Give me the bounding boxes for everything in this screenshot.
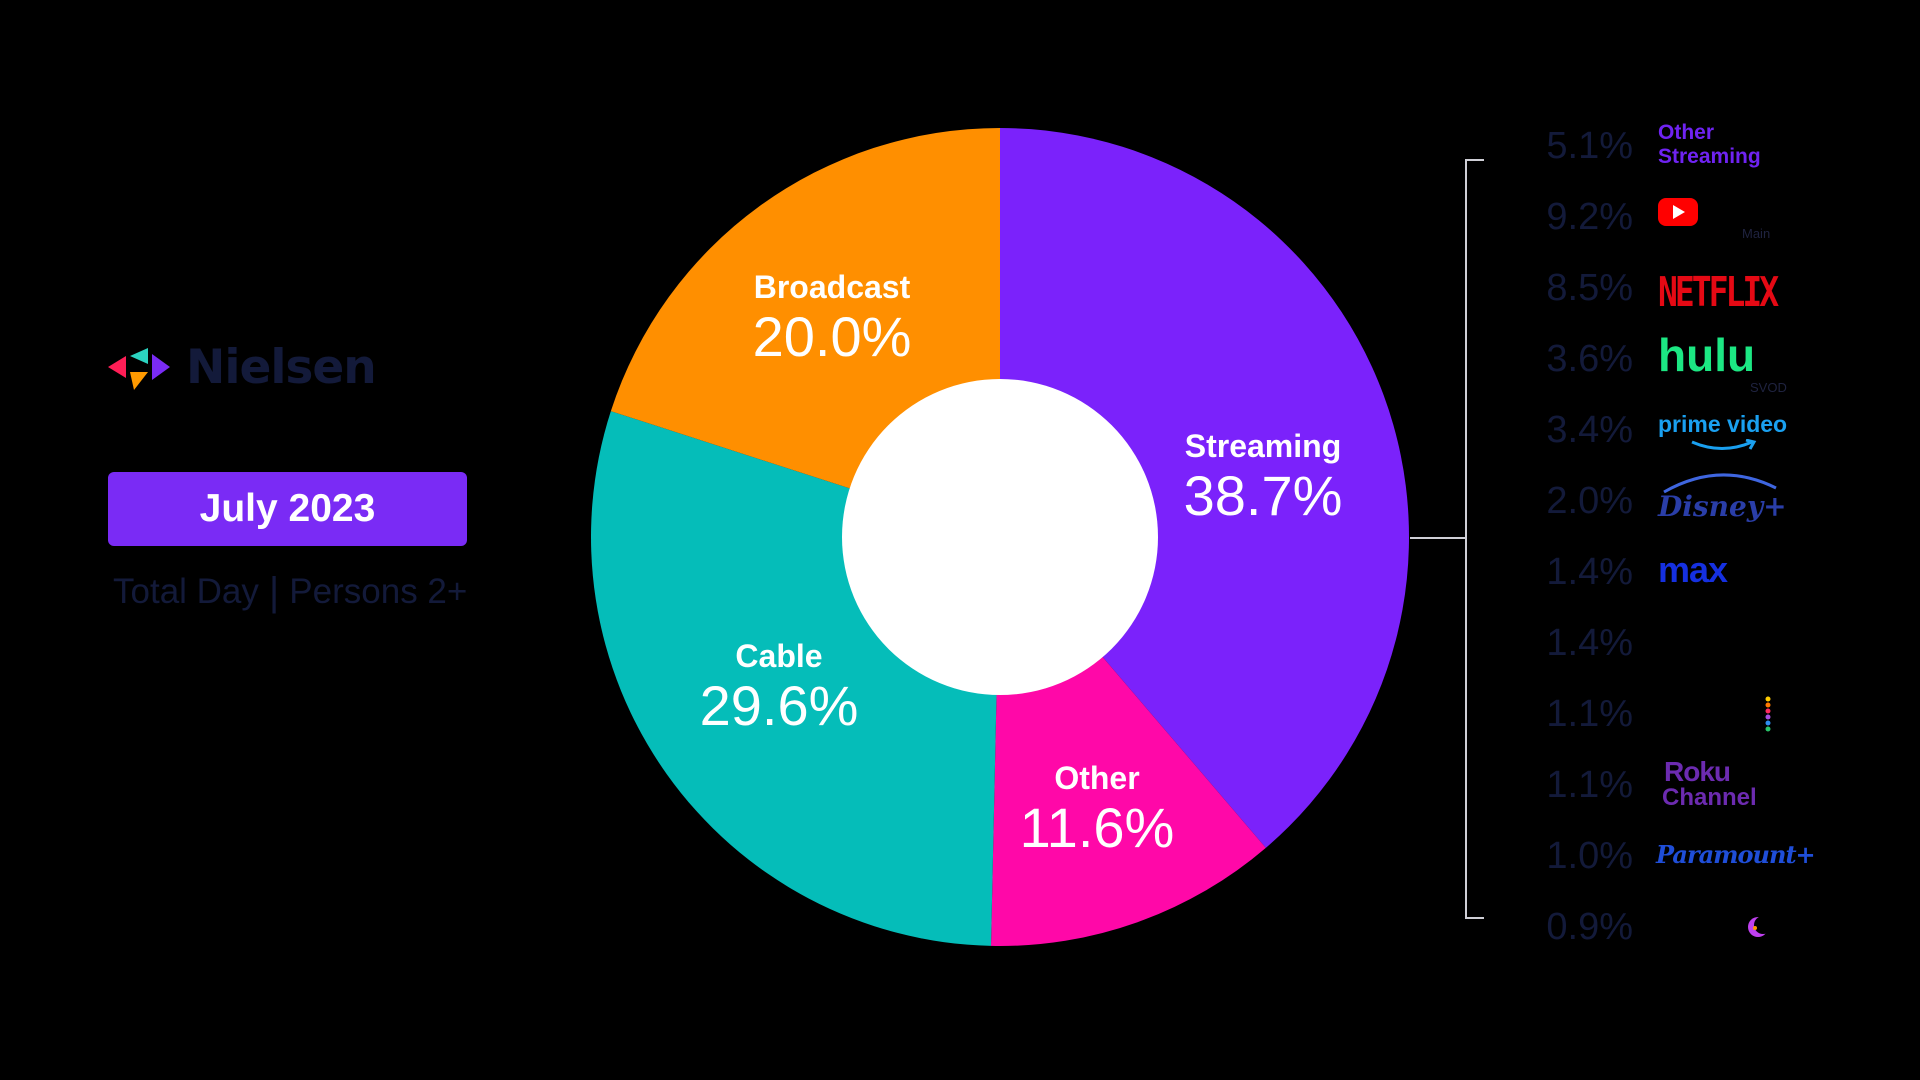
share-value: 2.0%	[1546, 480, 1633, 522]
share-value: 9.2%	[1546, 196, 1633, 238]
crescent-moon-logo	[1650, 902, 1790, 952]
list-item: 3.6% hulu SVOD	[1500, 329, 1800, 395]
share-value: 3.6%	[1546, 338, 1633, 380]
slice-label-streaming: Streaming 38.7%	[1184, 427, 1343, 527]
slice-name-other: Other	[1054, 760, 1140, 796]
slice-value-other: 11.6%	[1019, 796, 1175, 859]
hulu-caption: SVOD	[1750, 380, 1787, 395]
share-value: 3.4%	[1546, 409, 1633, 451]
netflix-logo: NETFLIX	[1650, 263, 1790, 316]
crescent-moon-icon	[1748, 916, 1770, 937]
daypart-label: Total Day	[113, 572, 259, 611]
other-streaming-line1: Other	[1658, 121, 1715, 144]
date-badge-label: July 2023	[199, 487, 376, 530]
subtitle-separator: |	[268, 569, 280, 614]
peacock-dots-icon	[1765, 696, 1771, 732]
slice-streaming	[1000, 128, 1409, 848]
max-wordmark: max	[1658, 549, 1728, 590]
list-item: 3.4% prime video	[1500, 405, 1800, 455]
slice-value-cable: 29.6%	[699, 674, 859, 737]
youtube-icon	[1658, 198, 1698, 226]
share-value: 1.1%	[1546, 764, 1633, 806]
nielsen-logo-icon	[108, 348, 170, 390]
date-badge: July 2023	[108, 472, 467, 546]
streaming-bracket	[1410, 159, 1484, 919]
list-item: 9.2% Main	[1500, 192, 1800, 242]
disney-plus-wordmark: Disney+	[1658, 490, 1787, 523]
share-value: 1.4%	[1546, 551, 1633, 593]
slice-name-streaming: Streaming	[1184, 428, 1342, 464]
hulu-wordmark: hulu	[1658, 329, 1756, 381]
channel-wordmark: Channel	[1662, 784, 1757, 811]
hulu-logo: hulu SVOD	[1650, 329, 1790, 395]
list-item: 1.0% Paramount+	[1500, 831, 1816, 881]
prime-video-logo: prime video	[1650, 405, 1790, 455]
blank-logo	[1650, 618, 1790, 668]
roku-wordmark: Roku	[1664, 756, 1731, 787]
other-streaming-text: Other Streaming	[1650, 121, 1790, 171]
disney-arc-icon	[1663, 473, 1777, 494]
prime-smile-icon	[1691, 439, 1757, 450]
slice-label-other: Other 11.6%	[1020, 759, 1175, 859]
nielsen-brand: Nielsen	[108, 339, 377, 395]
max-logo: max	[1650, 547, 1790, 597]
list-item: 8.5% NETFLIX	[1500, 263, 1800, 316]
roku-channel-logo: Roku Channel	[1650, 756, 1790, 811]
paramount-plus-wordmark: Paramount+	[1656, 840, 1816, 869]
slice-label-broadcast: Broadcast 20.0%	[753, 268, 912, 368]
list-item: 5.1% Other Streaming	[1500, 121, 1800, 171]
brand-name: Nielsen	[186, 339, 377, 395]
slice-value-streaming: 38.7%	[1183, 464, 1343, 527]
disney-plus-logo: Disney+	[1650, 473, 1790, 526]
slice-value-broadcast: 20.0%	[752, 305, 912, 368]
share-value: 1.1%	[1546, 693, 1633, 735]
list-item: 0.9%	[1500, 902, 1800, 952]
audience-subtitle: Total Day | Persons 2+	[113, 570, 467, 614]
slice-label-cable: Cable 29.6%	[700, 637, 859, 737]
netflix-wordmark: NETFLIX	[1658, 267, 1779, 316]
share-value: 1.0%	[1546, 835, 1633, 877]
demo-label: Persons 2+	[289, 572, 468, 611]
prime-video-wordmark: prime video	[1658, 411, 1788, 437]
list-item: 1.4%	[1500, 618, 1800, 668]
share-value: 5.1%	[1546, 125, 1633, 167]
peacock-dots-logo	[1650, 689, 1790, 739]
list-item: 2.0% Disney+	[1500, 473, 1800, 526]
share-value: 0.9%	[1546, 906, 1633, 948]
donut-hole	[842, 379, 1158, 695]
list-item: 1.1%	[1500, 689, 1800, 739]
share-value: 8.5%	[1546, 267, 1633, 309]
other-streaming-line2: Streaming	[1658, 145, 1761, 168]
paramount-plus-logo: Paramount+	[1650, 831, 1816, 881]
list-item: 1.1% Roku Channel	[1500, 756, 1800, 811]
youtube-caption: Main	[1742, 226, 1771, 241]
youtube-main-logo: Main	[1650, 192, 1790, 242]
list-item: 1.4% max	[1500, 547, 1800, 597]
slice-name-broadcast: Broadcast	[753, 269, 911, 305]
share-value: 1.4%	[1546, 622, 1633, 664]
slice-name-cable: Cable	[735, 638, 823, 674]
